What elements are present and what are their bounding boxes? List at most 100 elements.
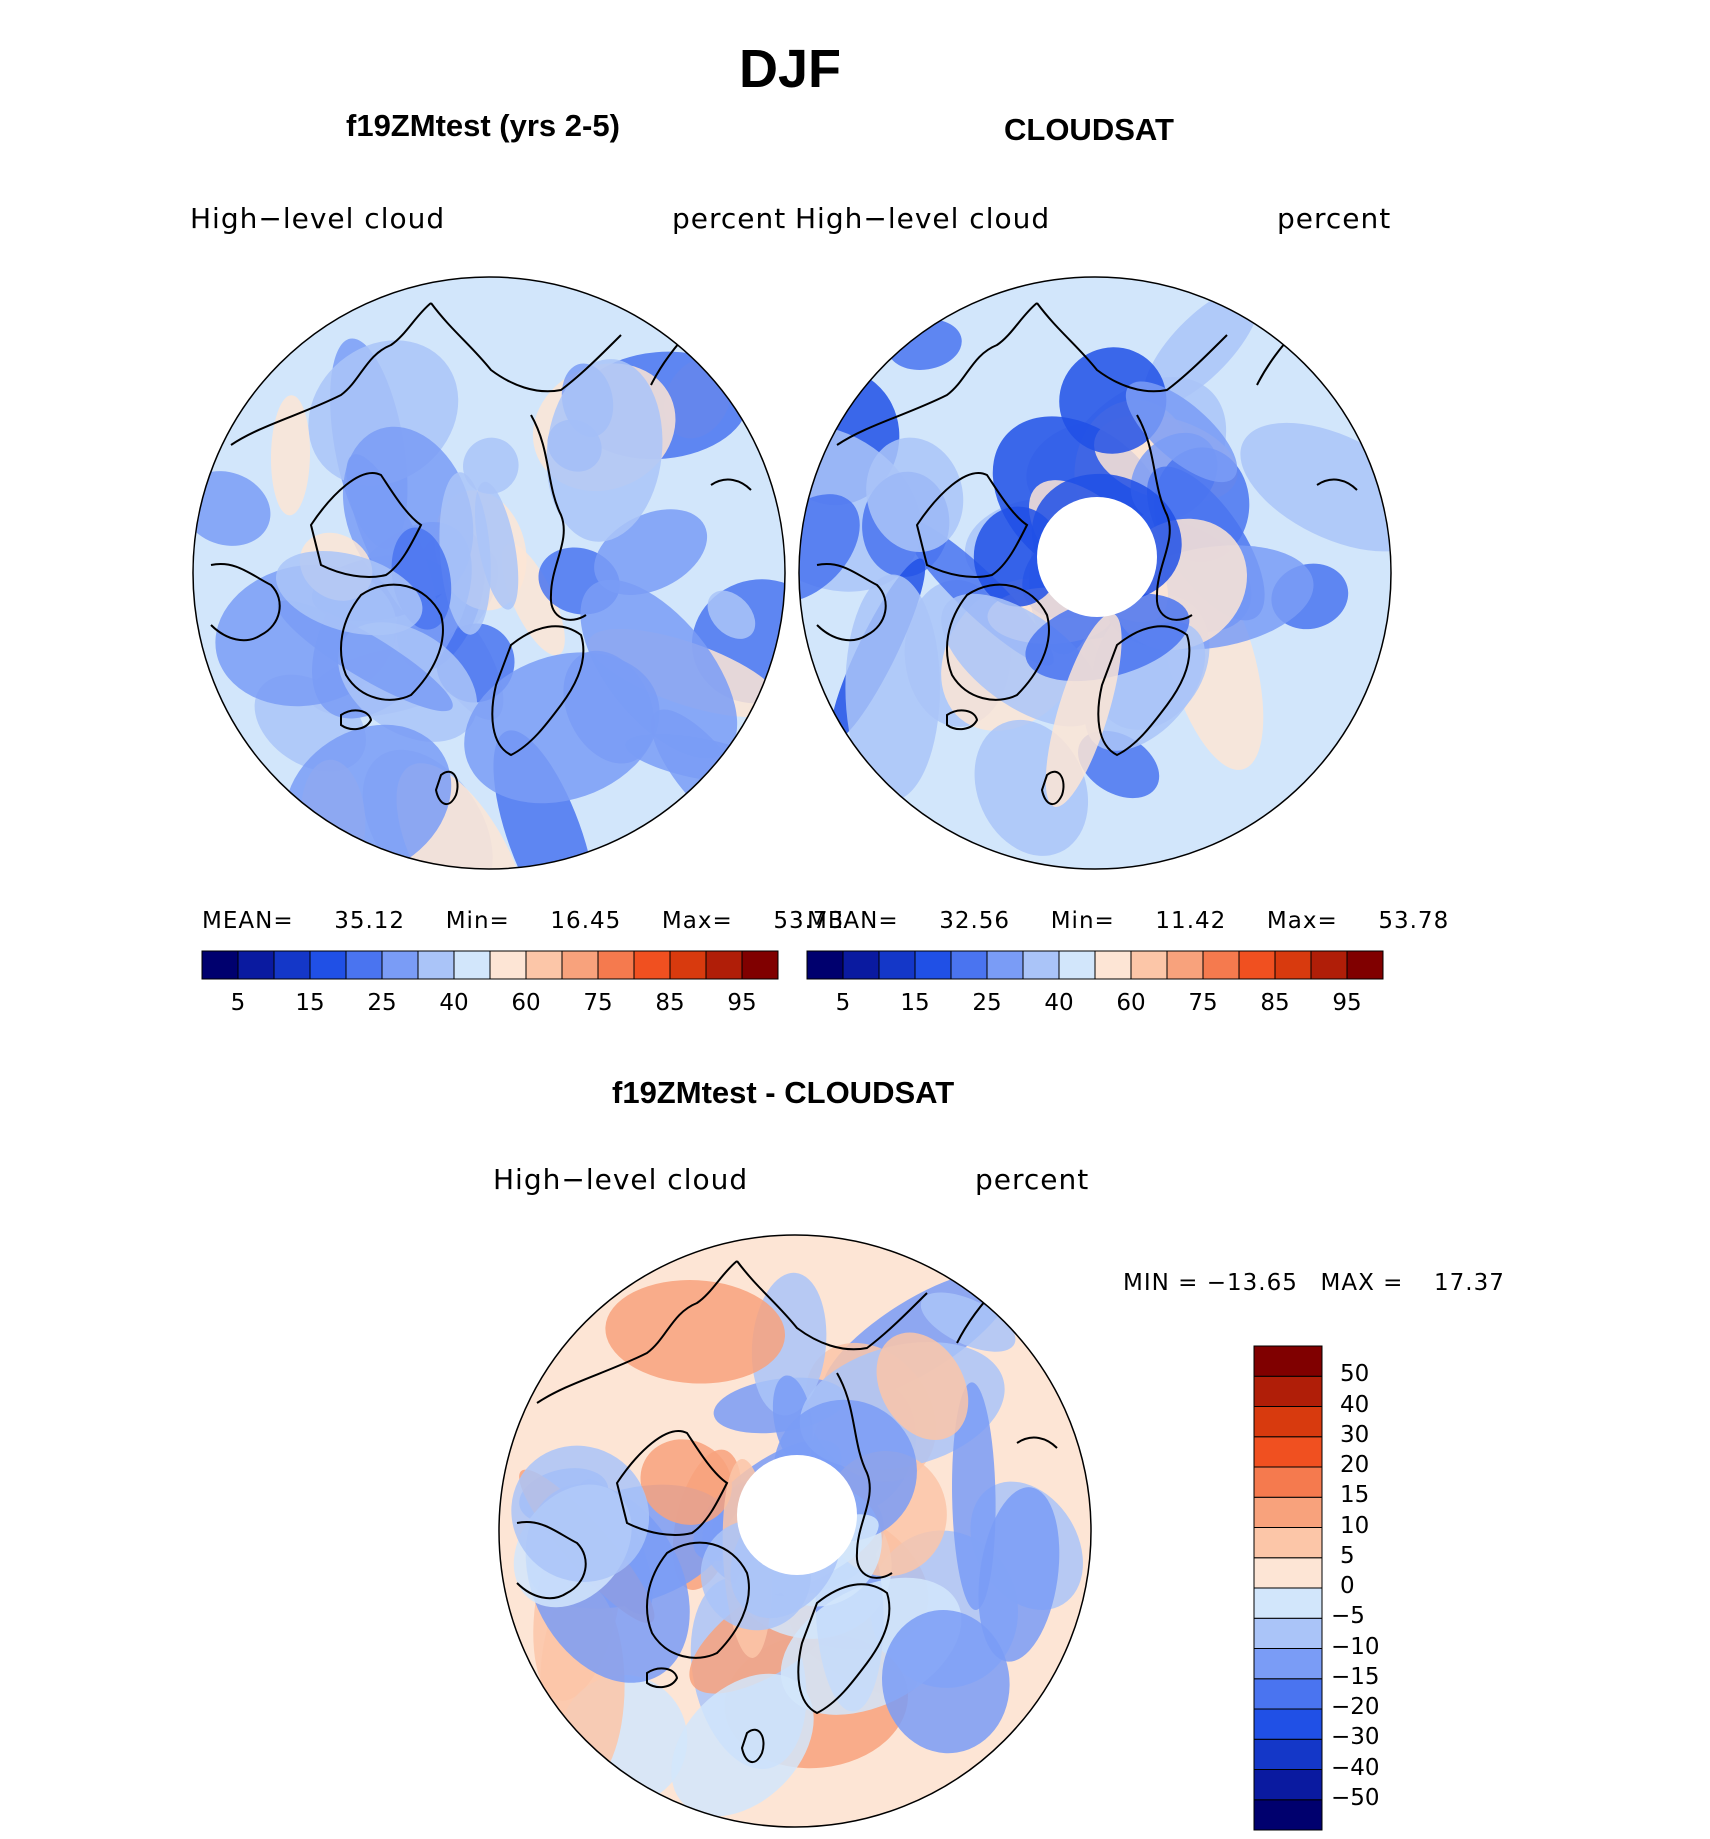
coastline: [736, 1260, 928, 1351]
coastline: [646, 1667, 679, 1689]
colorbar-tick-label: −50: [1331, 1784, 1380, 1811]
colorbar-swatch: [1094, 950, 1132, 980]
coastline: [797, 1583, 891, 1715]
contour-region: [799, 494, 860, 603]
colorbar-swatch: [1130, 950, 1168, 980]
contour-region: [580, 579, 738, 759]
colorbar-tick-label: 0: [1340, 1573, 1355, 1599]
coastline: [946, 709, 979, 731]
figure-title: DJF: [738, 39, 841, 99]
mean-label: MEAN=: [202, 908, 294, 934]
colorbar-swatch: [914, 950, 952, 980]
colorbar-swatch: [237, 950, 275, 980]
contour-region: [511, 1445, 650, 1582]
contour-region: [1125, 381, 1238, 483]
coastline: [430, 302, 622, 393]
colorbar-tick-label: 25: [367, 990, 397, 1016]
colorbar-tick-label: 85: [655, 990, 685, 1016]
colorbar-swatch: [417, 950, 455, 980]
colorbar-model: [201, 950, 779, 980]
mean-value: 32.56: [939, 908, 1011, 934]
contour-region: [876, 1332, 969, 1441]
colorbar-tick-label: 60: [511, 990, 541, 1016]
coastline: [1036, 302, 1228, 393]
colorbar-swatch: [273, 950, 311, 980]
coastline: [1040, 770, 1065, 805]
stats-obs: MEAN= 32.56 Min= 11.42 Max= 53.78: [807, 908, 1449, 934]
colorbar-swatch: [806, 950, 844, 980]
variable-label-model: High−level cloud: [190, 202, 446, 235]
colorbar-swatch: [489, 950, 527, 980]
colorbar-tick-label: 5: [1340, 1542, 1355, 1569]
contour-region: [881, 1609, 1010, 1754]
colorbar-tick-label: −20: [1331, 1694, 1380, 1720]
colorbar-tick-label: −10: [1331, 1633, 1380, 1660]
colorbar-swatch: [453, 950, 491, 980]
coastline: [530, 414, 587, 621]
coastline: [536, 1260, 738, 1404]
colorbar-swatch: [381, 950, 419, 980]
colorbar-swatch: [1253, 1436, 1323, 1468]
contour-region: [640, 1439, 732, 1525]
colorbar-swatch: [525, 950, 563, 980]
colorbar-swatch: [986, 950, 1024, 980]
diff-max-label: MAX =: [1320, 1270, 1404, 1296]
colorbar-swatch: [1253, 1406, 1323, 1438]
contour-region: [866, 437, 964, 552]
colorbar-swatch: [1166, 950, 1204, 980]
max-label: Max=: [1266, 908, 1338, 934]
coastline: [710, 478, 752, 491]
colorbar-swatch: [1253, 1375, 1323, 1407]
diff-minmax: MIN = −13.65 MAX = 17.37: [1123, 1270, 1505, 1296]
min-value: 16.45: [550, 908, 622, 934]
colorbar-tick-label: 40: [1340, 1391, 1370, 1418]
min-label: Min=: [1050, 908, 1115, 934]
colorbar-swatch: [309, 950, 347, 980]
colorbar-swatch: [1022, 950, 1060, 980]
contour-region: [941, 593, 1103, 727]
coastline: [230, 302, 432, 446]
colorbar-tick-label: 25: [972, 990, 1002, 1016]
variable-label-diff: High−level cloud: [493, 1163, 749, 1196]
contour-region: [277, 600, 453, 712]
pole-hole: [1037, 497, 1157, 617]
colorbar-tick-label: 75: [1188, 990, 1218, 1016]
mean-value: 35.12: [334, 908, 406, 934]
colorbar-tick-label: 50: [1340, 1361, 1370, 1388]
colorbar-swatch: [561, 950, 599, 980]
contour-region: [605, 1280, 786, 1384]
colorbar-tick-label: 20: [1340, 1452, 1370, 1478]
colorbar-swatch: [1253, 1769, 1323, 1801]
coastline: [1316, 478, 1358, 491]
coastline: [516, 1521, 587, 1600]
colorbar-swatch: [1202, 950, 1240, 980]
contour-region: [707, 590, 756, 639]
colorbar-tick-label: 5: [835, 990, 851, 1016]
colorbar-swatch: [1253, 1617, 1323, 1649]
colorbar-tick-label: 15: [295, 990, 325, 1016]
units-label-model: percent: [672, 202, 787, 235]
colorbar-swatch: [705, 950, 743, 980]
min-value: 11.42: [1155, 908, 1227, 934]
colorbar-diff: [1253, 1345, 1323, 1831]
colorbar-tick-label: 30: [1340, 1421, 1370, 1448]
colorbar-swatch: [633, 950, 671, 980]
map-border: [798, 276, 1392, 870]
map-obs: [798, 276, 1392, 870]
colorbar-swatch: [1253, 1708, 1323, 1740]
colorbar-swatch: [1253, 1678, 1323, 1710]
colorbar-tick-label: −5: [1331, 1603, 1365, 1630]
colorbar-swatch: [1253, 1466, 1323, 1498]
colorbar-swatch: [1346, 950, 1384, 980]
colorbar-swatch: [741, 950, 779, 980]
colorbar-swatch: [1310, 950, 1348, 980]
coastline: [340, 583, 444, 701]
colorbar-swatch: [1253, 1557, 1323, 1589]
coastline: [615, 1430, 729, 1536]
contour-region: [845, 574, 940, 801]
colorbar-tick-label: 95: [727, 990, 757, 1016]
diff-min-value: −13.65: [1206, 1270, 1298, 1296]
diff-max-value: 17.37: [1434, 1270, 1505, 1296]
colorbar-swatch: [1274, 950, 1312, 980]
colorbar-tick-label: −15: [1331, 1663, 1380, 1690]
